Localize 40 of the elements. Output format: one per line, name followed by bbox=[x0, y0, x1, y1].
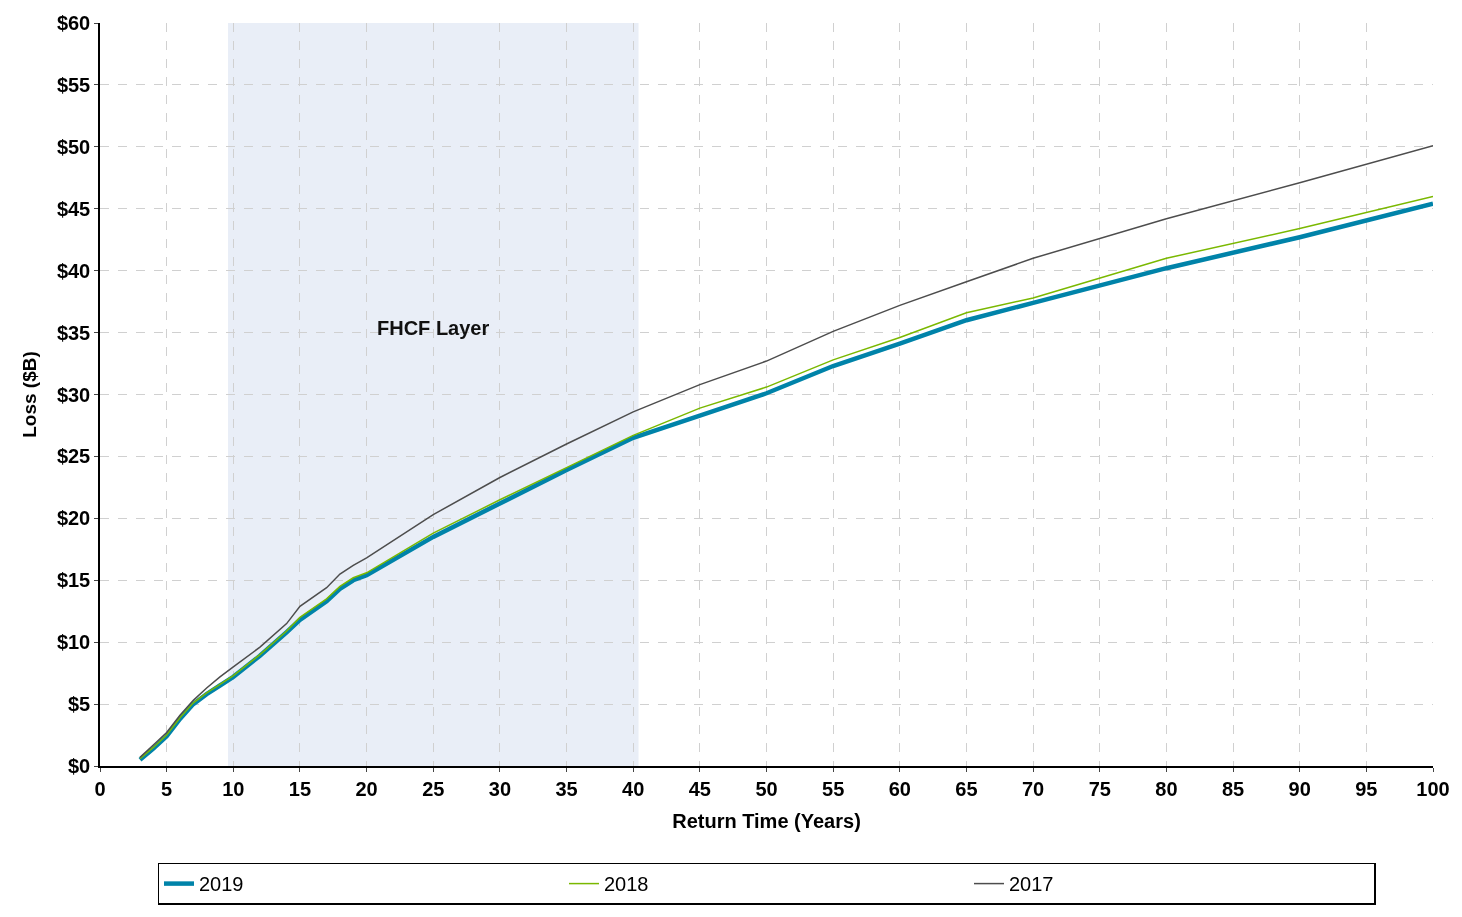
x-tick-label: 70 bbox=[1021, 777, 1045, 800]
y-tick-label: $60 bbox=[56, 12, 91, 34]
x-tick-label: 15 bbox=[288, 777, 312, 800]
x-tick-label: 10 bbox=[222, 777, 245, 800]
x-tick-label: 85 bbox=[1221, 777, 1245, 800]
y-tick-label: $35 bbox=[56, 321, 91, 344]
y-tick-label: $55 bbox=[56, 73, 91, 96]
x-tick-label: 40 bbox=[622, 777, 645, 800]
y-axis-title: Loss ($B) bbox=[19, 351, 41, 438]
y-tick-label: $20 bbox=[56, 507, 91, 530]
legend-label: 2019 bbox=[199, 873, 244, 896]
x-tick-label: 80 bbox=[1155, 777, 1178, 800]
x-tick-label: 75 bbox=[1088, 777, 1111, 800]
x-axis-title: Return Time (Years) bbox=[672, 809, 861, 832]
y-tick-label: $15 bbox=[56, 569, 91, 592]
y-tick-label: $0 bbox=[68, 755, 91, 777]
x-tick-label: 30 bbox=[488, 777, 512, 800]
x-tick-label: 20 bbox=[355, 777, 378, 800]
legend-label: 2018 bbox=[604, 873, 649, 896]
x-tick-label: 90 bbox=[1288, 777, 1311, 800]
y-tick-label: $30 bbox=[56, 383, 91, 406]
y-tick-label: $40 bbox=[56, 259, 91, 282]
x-tick-label: 35 bbox=[555, 777, 578, 800]
x-tick-label: 100 bbox=[1416, 777, 1450, 800]
x-tick-label: 5 bbox=[161, 777, 173, 800]
y-tick-label: $5 bbox=[68, 693, 91, 716]
x-tick-label: 65 bbox=[955, 777, 978, 800]
x-tick-label: 0 bbox=[94, 777, 106, 800]
y-tick-label: $45 bbox=[56, 197, 91, 220]
x-tick-label: 50 bbox=[755, 777, 778, 800]
x-tick-label: 60 bbox=[888, 777, 911, 800]
y-tick-label: $25 bbox=[56, 445, 91, 468]
x-tick-label: 25 bbox=[422, 777, 445, 800]
band-label: FHCF Layer bbox=[377, 317, 490, 339]
x-tick-label: 55 bbox=[822, 777, 845, 800]
x-tick-label: 45 bbox=[688, 777, 711, 800]
legend-label: 2017 bbox=[1009, 873, 1054, 896]
x-tick-label: 95 bbox=[1355, 777, 1378, 800]
y-tick-label: $10 bbox=[56, 631, 91, 654]
y-tick-label: $50 bbox=[56, 135, 91, 158]
